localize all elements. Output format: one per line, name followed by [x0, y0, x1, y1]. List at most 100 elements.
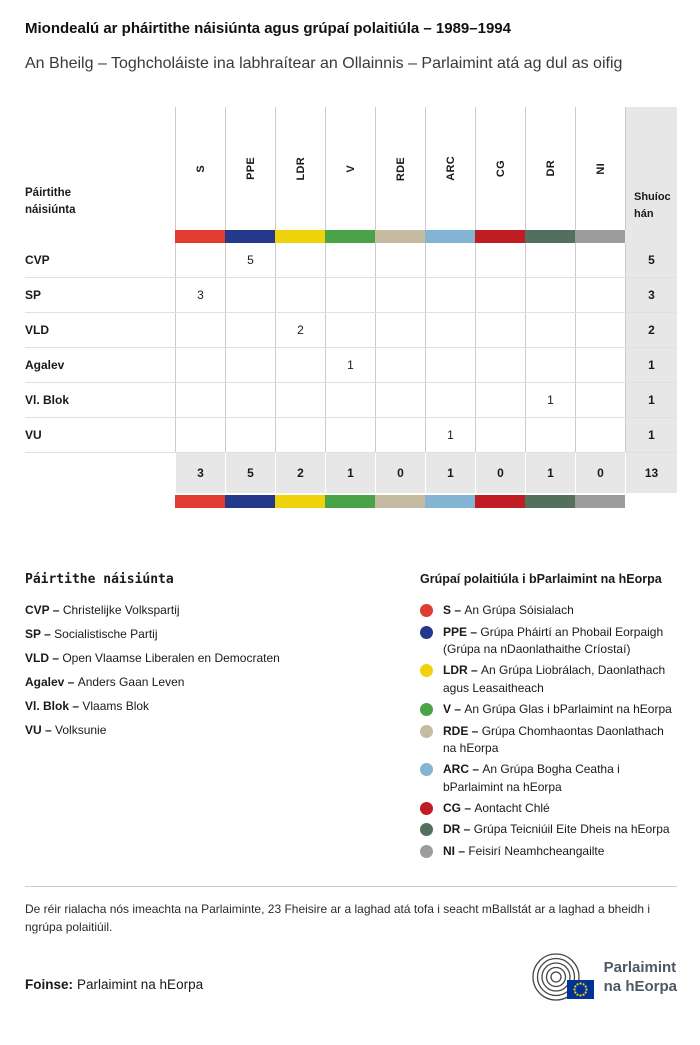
color-band-row	[25, 230, 677, 244]
column-header-label: PPE	[244, 157, 257, 181]
group-legend-item: DR – Grúpa Teicniúil Eite Dheis na hEorp…	[420, 821, 677, 838]
party-legend-item: SP – Socialistische Partij	[25, 627, 395, 642]
value-cell-rde	[375, 313, 425, 348]
table-row: SP 3 3	[25, 278, 677, 314]
party-legend-list: CVP – Christelijke Volkspartij SP – Socia…	[25, 603, 395, 738]
column-total-ldr: 2	[275, 453, 325, 494]
party-abbrev: Vl. Blok –	[25, 699, 83, 714]
band-seats-cell	[625, 495, 677, 508]
color-band-dr	[525, 230, 575, 244]
color-band-cg	[475, 230, 525, 244]
color-band-v	[325, 230, 375, 244]
page-subtitle: An Bheilg – Toghcholáiste ina labhraítea…	[25, 55, 623, 72]
value-cell-ldr	[275, 278, 325, 313]
value-cell-v	[325, 313, 375, 348]
value-cell-ldr	[275, 383, 325, 418]
party-name-cell: Vl. Blok	[25, 393, 70, 408]
totals-spacer-cell	[25, 453, 175, 493]
color-band-dr	[525, 495, 575, 509]
value-cell-v	[325, 383, 375, 418]
party-full-name: Open Vlaamse Liberalen en Democraten	[62, 651, 280, 666]
party-legend-item: Agalev – Anders Gaan Leven	[25, 675, 395, 690]
column-header-v: V	[325, 107, 375, 231]
group-color-dot	[420, 625, 433, 639]
group-full-name: Grúpa Pháirtí an Phobail Eorpaigh (Grúpa…	[443, 624, 664, 656]
group-legend-text: ARC – An Grúpa Bogha Ceatha i bParlaimin…	[443, 761, 677, 796]
source-value: Parlaimint na hEorpa	[77, 976, 204, 992]
color-band-ppe	[225, 495, 275, 509]
seats-header-label: Shuíochán	[634, 191, 671, 220]
table-row: VU 1 1	[25, 418, 677, 454]
column-header-label: ARC	[444, 156, 457, 182]
group-legend-item: NI – Feisirí Neamhcheangailte	[420, 843, 677, 860]
column-total-dr: 1	[525, 453, 575, 494]
group-color-dot	[420, 703, 433, 717]
source: Foinse: Parlaimint na hEorpa	[25, 977, 203, 992]
group-legend-item: ARC – An Grúpa Bogha Ceatha i bParlaimin…	[420, 761, 677, 796]
value-cell-ni	[575, 348, 625, 383]
group-full-name: An Grúpa Liobrálach, Daonlathach agus Le…	[443, 663, 666, 695]
value-cell-ldr: 2	[275, 313, 325, 348]
logo-line1: Parlaimint	[603, 958, 677, 976]
row-header-cell: Páirtithe náisiúnta	[25, 107, 175, 230]
value-cell-s	[175, 313, 225, 348]
value-cell-rde	[375, 278, 425, 313]
value-cell-ldr	[275, 243, 325, 278]
group-abbrev: V –	[443, 702, 465, 717]
seats-value-cell: 1	[625, 418, 677, 453]
value-cell-arc: 1	[425, 418, 475, 453]
column-header-ppe: PPE	[225, 107, 275, 231]
group-abbrev: S –	[443, 603, 465, 618]
table-header-row: Páirtithe náisiúnta S PPE LDR V RDE ARC CG DR NI S…	[25, 107, 677, 231]
party-full-name: Anders Gaan Leven	[77, 675, 185, 690]
party-legend-item: CVP – Christelijke Volkspartij	[25, 603, 395, 618]
column-header-label: CG	[494, 160, 507, 178]
group-abbrev: DR –	[443, 822, 474, 837]
group-full-name: Grúpa Chomhaontas Daonlathach na hEorpa	[443, 723, 664, 755]
party-name-cell: VU	[25, 428, 42, 443]
ep-logo-wordmark: Parlaimint na hEorpa	[604, 958, 677, 997]
legend-section: Páirtithe náisiúnta CVP – Christelijke V…	[25, 572, 677, 864]
party-full-name: Christelijke Volkspartij	[62, 603, 180, 618]
value-cell-s: 3	[175, 278, 225, 313]
group-legend-text: LDR – An Grúpa Liobrálach, Daonlathach a…	[443, 662, 677, 697]
color-band-arc	[425, 495, 475, 509]
seats-value-cell: 1	[625, 383, 677, 418]
party-legend-item: Vl. Blok – Vlaams Blok	[25, 699, 395, 714]
footer-row: Foinse: Parlaimint na hEorpa	[25, 952, 677, 1002]
value-cell-v	[325, 243, 375, 278]
value-cell-dr	[525, 278, 575, 313]
column-header-label: S	[194, 164, 207, 173]
value-cell-ni	[575, 278, 625, 313]
column-total-rde: 0	[375, 453, 425, 494]
color-band-rde	[375, 495, 425, 509]
value-cell-ppe	[225, 383, 275, 418]
column-total-s: 3	[175, 453, 225, 494]
logo-line2: na hEorpa	[603, 978, 677, 996]
color-band-s	[175, 495, 225, 509]
group-full-name: An Grúpa Bogha Ceatha i bParlaimint na h…	[443, 762, 620, 794]
column-header-label: DR	[544, 160, 557, 177]
party-legend-title: Páirtithe náisiúnta	[25, 572, 174, 588]
group-color-dot	[420, 724, 433, 738]
group-legend-item: S – An Grúpa Sóisialach	[420, 602, 677, 619]
group-legend-list: S – An Grúpa Sóisialach PPE – Grúpa Pháir…	[420, 602, 677, 860]
color-band-s	[175, 230, 225, 244]
group-legend-text: RDE – Grúpa Chomhaontas Daonlathach na h…	[443, 723, 677, 758]
group-abbrev: ARC –	[443, 762, 483, 777]
value-cell-arc	[425, 278, 475, 313]
value-cell-v	[325, 418, 375, 453]
group-legend-item: RDE – Grúpa Chomhaontas Daonlathach na h…	[420, 723, 677, 758]
column-total-cg: 0	[475, 453, 525, 494]
table-row: VLD 2 2	[25, 313, 677, 349]
column-header-rde: RDE	[375, 107, 425, 231]
group-legend-text: DR – Grúpa Teicniúil Eite Dheis na hEorp…	[443, 821, 670, 838]
source-label: Foinse:	[25, 976, 74, 992]
ep-hemicycle-icon	[531, 953, 594, 1001]
value-cell-ni	[575, 383, 625, 418]
value-cell-dr	[525, 313, 575, 348]
group-color-dot	[420, 604, 433, 618]
party-legend-item: VU – Volksunie	[25, 723, 395, 738]
group-abbrev: NI –	[443, 843, 469, 858]
